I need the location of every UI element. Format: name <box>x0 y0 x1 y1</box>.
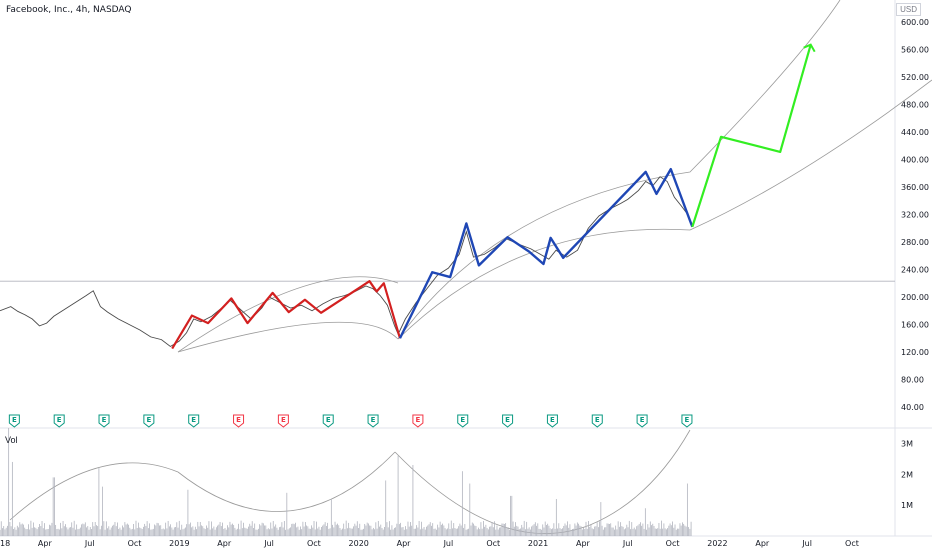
volume-tick-label: 2M <box>901 470 913 479</box>
time-tick-label: 2021 <box>528 539 548 548</box>
price-tick-label: 120.00 <box>901 348 929 357</box>
time-tick-label: Oct <box>128 539 142 548</box>
price-tick-label: 240.00 <box>901 266 929 275</box>
earnings-marker[interactable] <box>502 414 514 428</box>
earnings-marker[interactable] <box>53 414 65 428</box>
price-tick-label: 560.00 <box>901 46 929 55</box>
price-tick-label: 520.00 <box>901 73 929 82</box>
price-tick-label: 440.00 <box>901 128 929 137</box>
time-tick-label: Jul <box>801 539 812 548</box>
time-tick-label: Apr <box>755 539 770 548</box>
earnings-marker[interactable] <box>98 414 110 428</box>
price-tick-label: 400.00 <box>901 156 929 165</box>
arc-upper-blue <box>397 0 841 340</box>
symbol-title: Facebook, Inc., 4h, NASDAQ <box>6 5 132 15</box>
earnings-marker[interactable] <box>143 414 155 428</box>
vol-arc-2 <box>177 451 396 512</box>
volume-label: Vol <box>5 435 18 445</box>
time-tick-label: Apr <box>38 539 53 548</box>
green-projection-line[interactable] <box>691 44 812 228</box>
earnings-marker-label: E <box>57 416 62 424</box>
earnings-marker-label: E <box>102 416 107 424</box>
arc-lower-red <box>177 321 399 353</box>
time-tick-label: Jul <box>622 539 633 548</box>
earnings-marker-label: E <box>460 416 465 424</box>
time-tick-label: Oct <box>666 539 680 548</box>
time-tick-label: Apr <box>397 539 412 548</box>
earnings-marker-label: E <box>146 416 151 424</box>
price-tick-label: 360.00 <box>901 183 929 192</box>
earnings-marker-label: E <box>281 416 286 424</box>
vol-arc-3 <box>394 429 691 534</box>
time-tick-label: Jul <box>263 539 274 548</box>
earnings-marker-label: E <box>416 416 421 424</box>
earnings-marker[interactable] <box>457 414 469 428</box>
time-tick-label: 2018 <box>0 539 10 548</box>
earnings-marker-label: E <box>640 416 645 424</box>
time-tick-label: Apr <box>217 539 232 548</box>
earnings-marker[interactable] <box>8 414 20 428</box>
earnings-marker-label: E <box>595 416 600 424</box>
price-tick-label: 80.00 <box>901 376 924 385</box>
currency-button[interactable]: USD <box>896 3 921 16</box>
earnings-marker[interactable] <box>233 414 245 428</box>
red-pattern-line[interactable] <box>171 280 402 350</box>
time-tick-label: Oct <box>845 539 859 548</box>
earnings-marker-label: E <box>685 416 690 424</box>
earnings-marker[interactable] <box>636 414 648 428</box>
earnings-marker-label: E <box>12 416 17 424</box>
time-tick-label: Jul <box>443 539 454 548</box>
time-tick-label: Jul <box>84 539 95 548</box>
earnings-marker-label: E <box>191 416 196 424</box>
earnings-marker[interactable] <box>681 414 693 428</box>
volume-tick-label: 3M <box>901 439 913 448</box>
price-tick-label: 200.00 <box>901 293 929 302</box>
price-tick-label: 40.00 <box>901 403 924 412</box>
price-line <box>0 176 690 348</box>
arc-lower-blue <box>397 79 932 340</box>
volume-tick-label: 1M <box>901 501 913 510</box>
price-tick-label: 280.00 <box>901 238 929 247</box>
projection-arrowhead <box>803 43 816 53</box>
time-tick-label: Oct <box>486 539 500 548</box>
earnings-marker[interactable] <box>277 414 289 428</box>
earnings-marker[interactable] <box>412 414 424 428</box>
earnings-marker-label: E <box>550 416 555 424</box>
earnings-marker-label: E <box>371 416 376 424</box>
earnings-marker-label: E <box>505 416 510 424</box>
earnings-marker[interactable] <box>188 414 200 428</box>
time-tick-label: Oct <box>307 539 321 548</box>
earnings-marker-label: E <box>326 416 331 424</box>
price-tick-label: 320.00 <box>901 211 929 220</box>
time-tick-label: 2022 <box>707 539 727 548</box>
time-tick-label: 2019 <box>169 539 189 548</box>
earnings-marker[interactable] <box>591 414 603 428</box>
vol-arc-1 <box>9 462 179 521</box>
time-tick-label: Apr <box>576 539 591 548</box>
earnings-marker-label: E <box>236 416 241 424</box>
time-tick-label: 2020 <box>349 539 369 548</box>
arc-upper-red <box>177 276 399 353</box>
price-tick-label: 600.00 <box>901 18 929 27</box>
price-tick-label: 160.00 <box>901 321 929 330</box>
earnings-marker[interactable] <box>322 414 334 428</box>
blue-pattern-line[interactable] <box>398 167 694 339</box>
earnings-marker[interactable] <box>367 414 379 428</box>
price-tick-label: 480.00 <box>901 101 929 110</box>
earnings-marker[interactable] <box>546 414 558 428</box>
